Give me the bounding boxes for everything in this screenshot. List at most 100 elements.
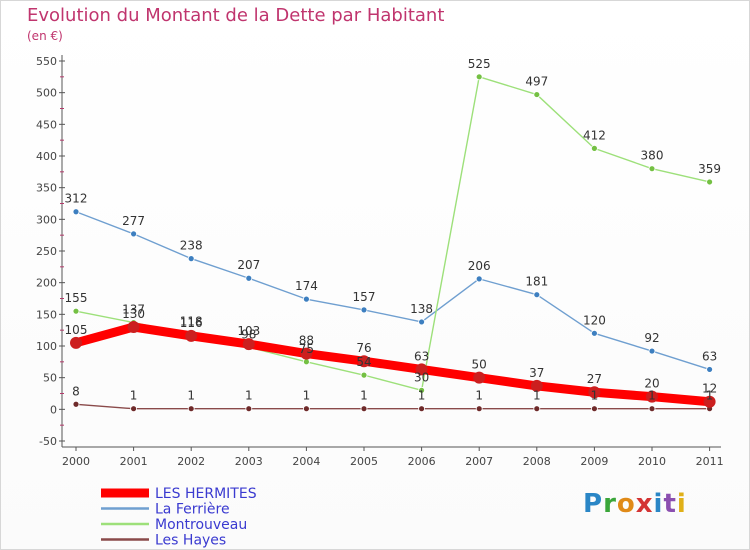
x-tick-label: 2008: [523, 455, 551, 468]
data-point: [418, 386, 426, 394]
data-point: [302, 358, 310, 366]
data-point: [475, 405, 483, 413]
data-label: 130: [122, 307, 145, 321]
data-point: [245, 405, 253, 413]
data-point: [418, 318, 426, 326]
y-tick-label: 550: [36, 55, 57, 68]
data-point: [706, 178, 713, 186]
legend-label: Les Hayes: [155, 533, 226, 549]
data-label: 312: [65, 192, 88, 206]
data-label: 525: [468, 57, 491, 71]
data-label: 92: [644, 331, 659, 345]
data-point: [187, 405, 195, 413]
data-point: [591, 329, 598, 337]
y-tick-label: 100: [36, 340, 57, 353]
x-tick-label: 2007: [465, 455, 493, 468]
data-point: [72, 208, 80, 216]
data-label: 412: [583, 128, 606, 142]
data-point: [360, 371, 368, 379]
y-tick-label: 350: [36, 182, 57, 195]
data-label: 238: [180, 239, 203, 253]
x-tick-label: 2005: [350, 455, 378, 468]
data-label: 88: [299, 334, 314, 348]
data-point: [473, 371, 486, 384]
data-label: 76: [356, 341, 371, 355]
data-label: 103: [237, 324, 260, 338]
y-tick-label: 300: [36, 213, 57, 226]
data-point: [302, 295, 310, 303]
data-point: [130, 405, 138, 413]
data-label: 277: [122, 214, 145, 228]
data-label: 120: [583, 313, 606, 327]
data-label: 1: [648, 389, 656, 403]
data-label: 206: [468, 259, 491, 273]
data-label: 138: [410, 302, 433, 316]
data-point: [245, 274, 253, 282]
x-tick-label: 2011: [696, 455, 724, 468]
data-point: [185, 329, 198, 342]
data-label: 20: [644, 377, 659, 391]
data-point: [648, 165, 656, 173]
y-tick-label: 450: [36, 118, 57, 131]
data-label: 8: [72, 384, 80, 398]
x-tick-label: 2003: [235, 455, 263, 468]
x-tick-label: 2000: [62, 455, 90, 468]
data-label: 63: [414, 349, 429, 363]
legend-label: Montrouveau: [155, 517, 247, 533]
data-label: 1: [706, 389, 714, 403]
x-tick-label: 2010: [638, 455, 666, 468]
data-label: 118: [180, 315, 203, 329]
data-point: [358, 355, 370, 368]
data-point: [418, 405, 426, 413]
data-label: 37: [529, 366, 544, 380]
data-label: 1: [533, 389, 541, 403]
data-label: 50: [472, 358, 487, 372]
data-point: [130, 230, 138, 238]
data-label: 181: [525, 275, 548, 289]
data-point: [242, 338, 255, 351]
data-label: 1: [475, 389, 483, 403]
y-tick-label: 500: [36, 87, 57, 100]
data-point: [360, 306, 368, 314]
data-label: 98: [241, 327, 256, 341]
data-label: 207: [237, 258, 260, 272]
data-point: [648, 405, 656, 413]
y-tick-label: 200: [36, 277, 57, 290]
data-label: 137: [122, 303, 145, 317]
data-point: [703, 395, 716, 408]
data-point: [706, 366, 713, 373]
data-point: [533, 91, 541, 98]
series-line: [75, 211, 711, 371]
chart-title: Evolution du Montant de la Dette par Hab…: [27, 5, 445, 26]
data-label: 1: [418, 389, 426, 403]
series-line: [71, 322, 715, 407]
data-label: 1: [303, 389, 311, 403]
data-label: 1: [245, 389, 253, 403]
series-line: [75, 76, 711, 392]
data-label: 359: [698, 162, 721, 176]
chart-subtitle: (en €): [27, 29, 63, 43]
y-tick-label: -50: [39, 435, 57, 448]
data-label: 497: [525, 75, 548, 89]
data-point: [72, 400, 80, 408]
data-point: [530, 379, 543, 392]
data-label: 1: [187, 389, 195, 403]
data-label: 27: [587, 372, 602, 386]
data-point: [127, 321, 140, 333]
data-point: [591, 405, 598, 413]
data-point: [646, 390, 658, 403]
data-label: 105: [65, 323, 88, 337]
data-label: 155: [65, 291, 88, 305]
x-tick-label: 2002: [177, 455, 205, 468]
data-label: 54: [356, 355, 371, 369]
x-tick-label: 2001: [120, 455, 148, 468]
data-point: [360, 405, 368, 413]
data-point: [302, 405, 310, 413]
data-point: [648, 347, 656, 355]
y-tick-label: 150: [36, 308, 57, 321]
legend-label: LES HERMITES: [155, 486, 257, 502]
data-point: [72, 307, 80, 315]
data-label: 1: [591, 389, 599, 403]
data-point: [591, 144, 598, 152]
data-label: 75: [299, 342, 314, 356]
